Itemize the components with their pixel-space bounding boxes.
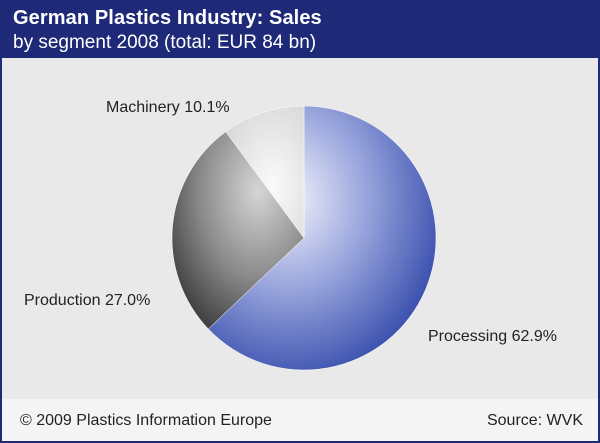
slice-label-production: Production 27.0% [24,292,150,309]
pie-slice-processing [207,105,437,371]
chart-header: German Plastics Industry: Sales by segme… [2,2,598,58]
copyright-text: © 2009 Plastics Information Europe [20,412,272,429]
pie-slice-production [171,131,305,330]
chart-footer: © 2009 Plastics Information Europe Sourc… [2,399,598,441]
chart-subtitle: by segment 2008 (total: EUR 84 bn) [13,32,317,53]
chart-title: German Plastics Industry: Sales [13,7,322,29]
pie-slice-machinery [225,105,305,239]
source-text: Source: WVK [486,412,583,429]
pie-chart: Processing 62.9% Production 27.0% Machiner… [24,99,557,371]
slice-label-processing: Processing 62.9% [428,328,557,345]
slice-label-machinery: Machinery 10.1% [106,99,230,116]
pie-chart-area: Processing 62.9% Production 27.0% Machiner… [2,58,598,387]
